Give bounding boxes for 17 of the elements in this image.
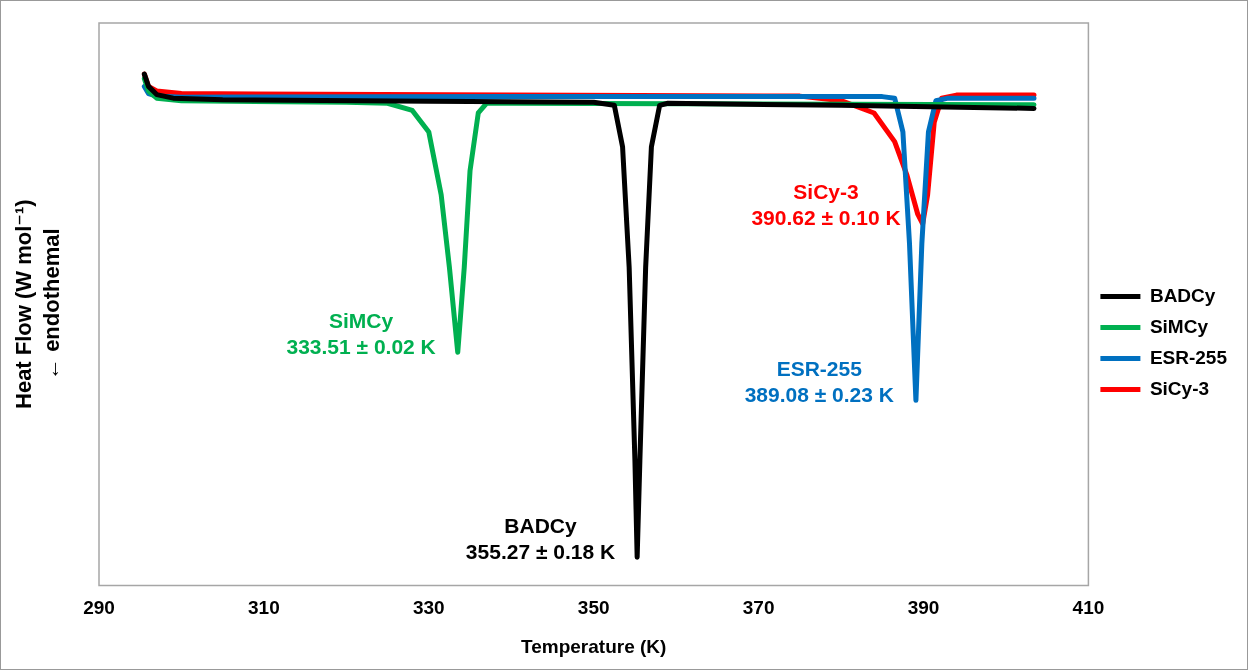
x-tick-label: 370 bbox=[742, 597, 775, 619]
x-tick-label: 290 bbox=[83, 597, 115, 619]
legend-label: ESR-255 bbox=[1149, 346, 1228, 368]
annotation: SiCy-3 390.62 ± 0.10 K bbox=[751, 180, 901, 230]
annotation: SiMCy 333.51 ± 0.02 K bbox=[286, 308, 436, 358]
x-axis-title: Temperature (K) bbox=[521, 635, 667, 657]
x-tick-label: 350 bbox=[577, 597, 610, 619]
x-tick-label: 390 bbox=[907, 597, 940, 619]
x-tick-label: 330 bbox=[412, 597, 445, 619]
x-tick-label: 310 bbox=[248, 597, 280, 619]
x-tick-label: 410 bbox=[1072, 597, 1105, 619]
y-axis-title: Heat Flow (W mol⁻¹) ← endothemal bbox=[11, 199, 65, 409]
legend-label: SiCy-3 bbox=[1149, 377, 1210, 399]
legend-label: SiMCy bbox=[1149, 315, 1209, 337]
legend-label: BADCy bbox=[1149, 284, 1216, 306]
annotation: BADCy 355.27 ± 0.18 K bbox=[465, 513, 616, 563]
annotation: ESR-255 389.08 ± 0.23 K bbox=[744, 356, 894, 406]
